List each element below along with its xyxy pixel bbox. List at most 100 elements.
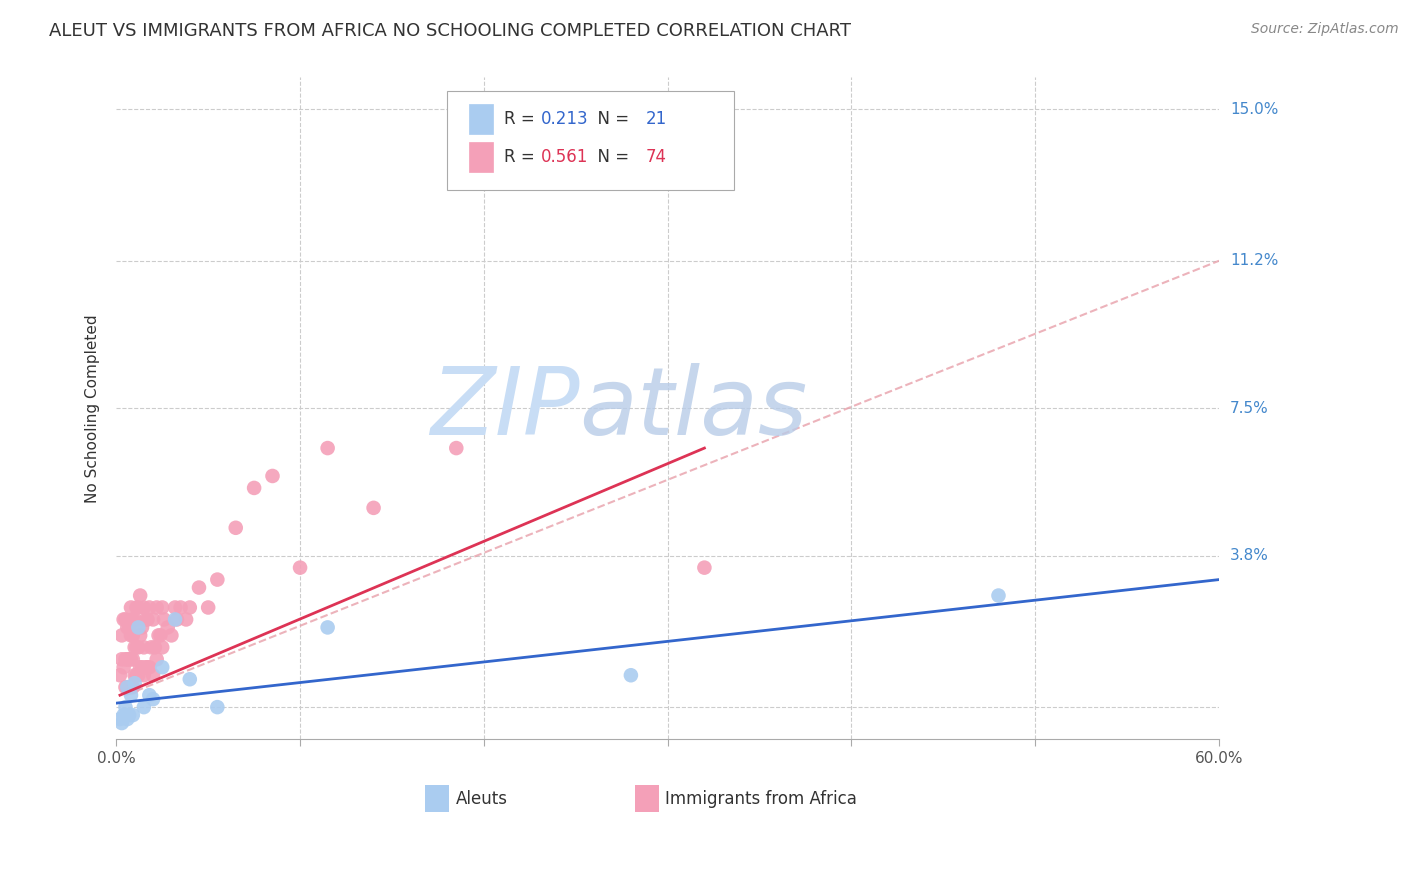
Point xyxy=(132,700,155,714)
Point xyxy=(114,700,136,714)
Point xyxy=(138,660,160,674)
Point xyxy=(132,668,155,682)
Point xyxy=(316,441,339,455)
Text: 0.561: 0.561 xyxy=(541,148,588,166)
Point xyxy=(121,628,143,642)
Point xyxy=(121,612,143,626)
Point xyxy=(197,600,219,615)
Point xyxy=(243,481,266,495)
Text: R =: R = xyxy=(505,110,540,128)
Point xyxy=(125,668,148,682)
Point xyxy=(112,612,135,626)
Point xyxy=(120,680,142,694)
Point xyxy=(117,652,139,666)
Point xyxy=(136,660,159,674)
Point xyxy=(145,652,167,666)
Point xyxy=(138,688,160,702)
Text: 3.8%: 3.8% xyxy=(1230,549,1270,563)
Text: 11.2%: 11.2% xyxy=(1230,253,1278,268)
Point xyxy=(124,612,146,626)
Point xyxy=(117,680,139,694)
Point xyxy=(136,612,159,626)
Text: 7.5%: 7.5% xyxy=(1230,401,1268,416)
Y-axis label: No Schooling Completed: No Schooling Completed xyxy=(86,314,100,502)
Point xyxy=(111,628,134,642)
Text: 74: 74 xyxy=(645,148,666,166)
Point xyxy=(114,612,136,626)
Point xyxy=(108,668,131,682)
Point xyxy=(148,628,170,642)
Point xyxy=(120,600,142,615)
Point xyxy=(693,560,716,574)
Text: atlas: atlas xyxy=(579,363,807,454)
Point xyxy=(108,712,131,726)
Point xyxy=(225,521,247,535)
Point xyxy=(120,688,142,702)
Point xyxy=(111,652,134,666)
Point xyxy=(188,581,211,595)
FancyBboxPatch shape xyxy=(634,785,659,812)
Point xyxy=(121,708,143,723)
Text: 0.213: 0.213 xyxy=(541,110,589,128)
Text: R =: R = xyxy=(505,148,540,166)
Point xyxy=(112,660,135,674)
Point xyxy=(149,628,172,642)
Point xyxy=(145,600,167,615)
Point xyxy=(124,676,146,690)
FancyBboxPatch shape xyxy=(447,91,734,190)
Point xyxy=(207,700,229,714)
FancyBboxPatch shape xyxy=(470,142,494,172)
Point xyxy=(207,573,229,587)
Text: 21: 21 xyxy=(645,110,666,128)
Point xyxy=(125,600,148,615)
Point xyxy=(117,712,139,726)
Point xyxy=(120,652,142,666)
Point xyxy=(160,628,183,642)
Point xyxy=(165,612,187,626)
Point xyxy=(987,589,1010,603)
Point xyxy=(363,500,385,515)
Point xyxy=(142,692,165,706)
Point xyxy=(117,620,139,634)
Point xyxy=(129,628,152,642)
Point xyxy=(174,612,197,626)
Point xyxy=(112,708,135,723)
Point xyxy=(156,620,179,634)
Text: Immigrants from Africa: Immigrants from Africa xyxy=(665,789,858,807)
Point xyxy=(153,612,176,626)
Point xyxy=(129,660,152,674)
Point xyxy=(135,660,157,674)
Point xyxy=(124,668,146,682)
Text: N =: N = xyxy=(588,110,634,128)
Point xyxy=(141,640,163,655)
Point xyxy=(169,600,191,615)
Point xyxy=(446,441,468,455)
Point xyxy=(127,620,149,634)
Point xyxy=(142,668,165,682)
Text: ALEUT VS IMMIGRANTS FROM AFRICA NO SCHOOLING COMPLETED CORRELATION CHART: ALEUT VS IMMIGRANTS FROM AFRICA NO SCHOO… xyxy=(49,22,851,40)
Point xyxy=(118,708,141,723)
Point xyxy=(132,600,155,615)
Point xyxy=(131,620,153,634)
Text: Aleuts: Aleuts xyxy=(456,789,508,807)
Point xyxy=(179,600,201,615)
Point xyxy=(179,672,201,686)
Point xyxy=(143,640,166,655)
Text: ZIP: ZIP xyxy=(430,363,579,454)
Text: N =: N = xyxy=(588,148,634,166)
Text: Source: ZipAtlas.com: Source: ZipAtlas.com xyxy=(1251,22,1399,37)
FancyBboxPatch shape xyxy=(425,785,450,812)
Point xyxy=(262,469,284,483)
Point xyxy=(165,600,187,615)
Point xyxy=(166,612,188,626)
FancyBboxPatch shape xyxy=(470,104,494,134)
Point xyxy=(288,560,311,574)
Point xyxy=(118,620,141,634)
Point xyxy=(114,652,136,666)
Point xyxy=(150,640,173,655)
Point xyxy=(114,680,136,694)
Point xyxy=(135,612,157,626)
Point xyxy=(150,660,173,674)
Point xyxy=(125,640,148,655)
Point xyxy=(118,680,141,694)
